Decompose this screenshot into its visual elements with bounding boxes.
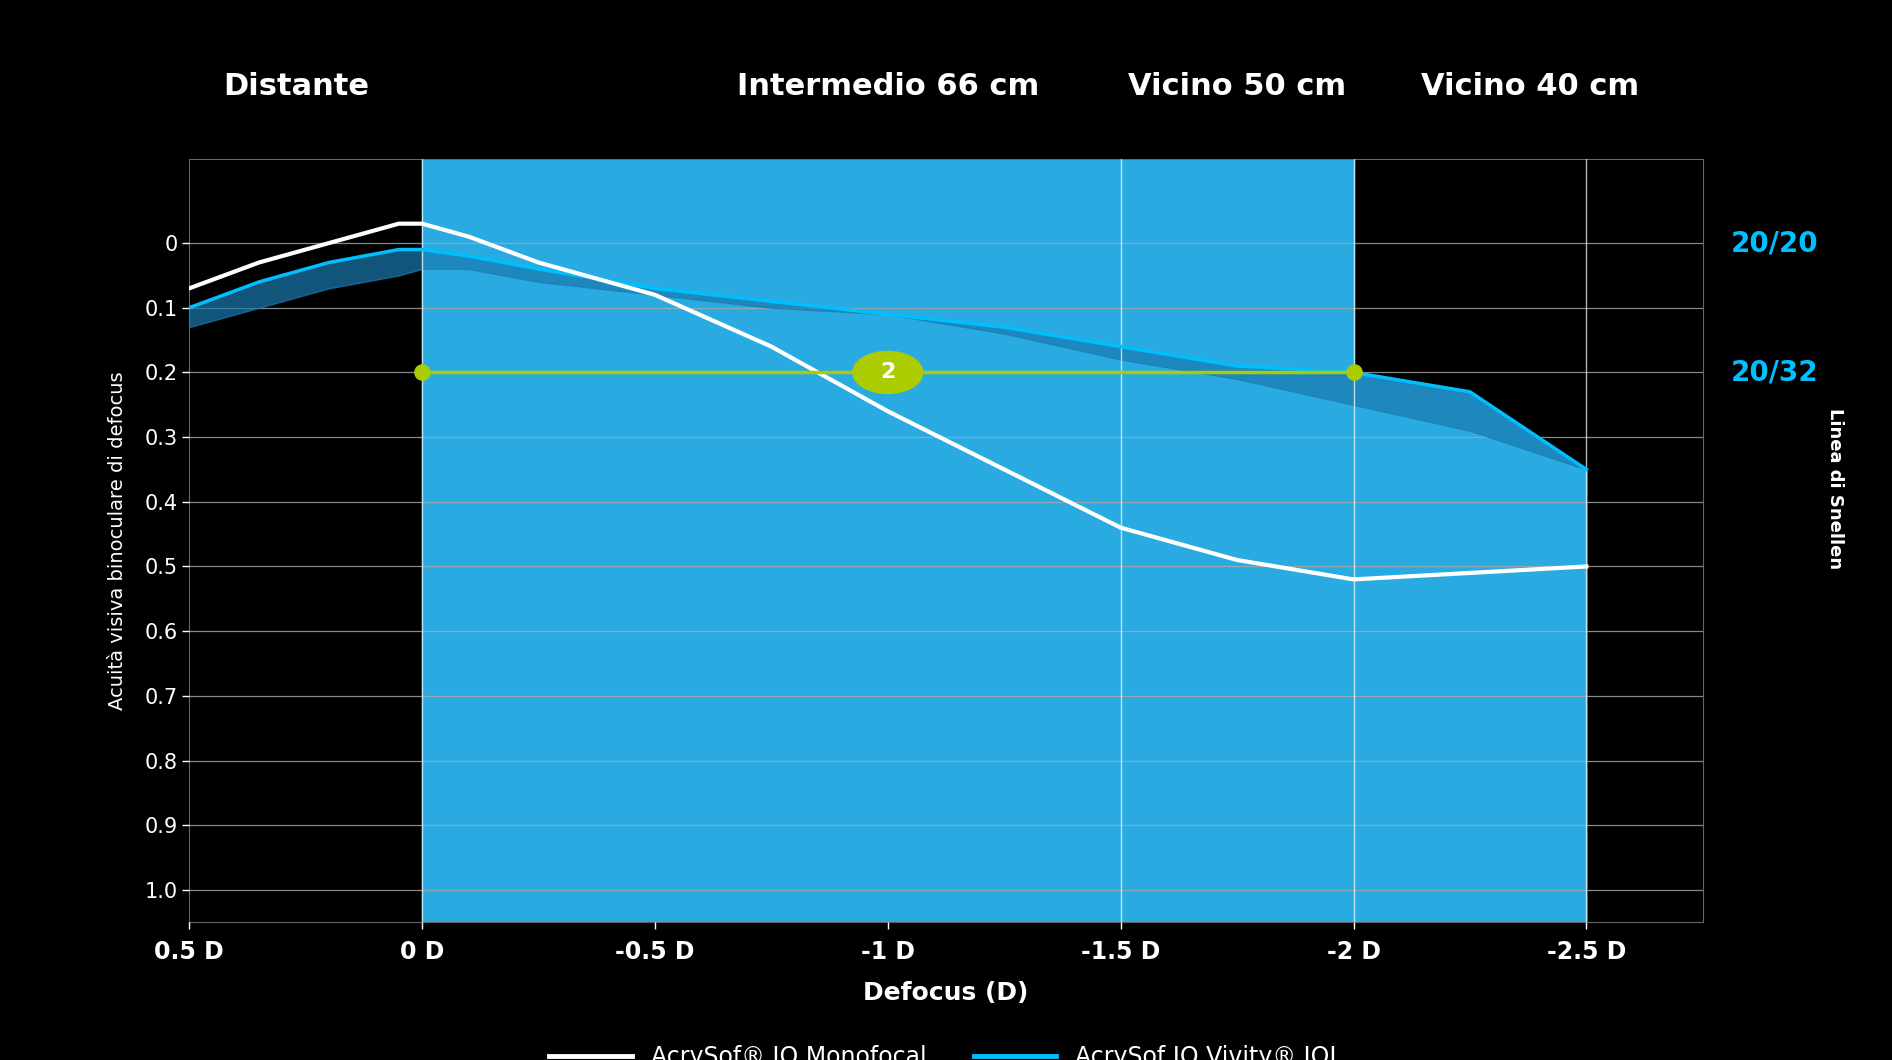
Y-axis label: Acuità visiva binoculare di defocus: Acuità visiva binoculare di defocus xyxy=(108,371,127,710)
Text: Distante: Distante xyxy=(223,72,369,101)
X-axis label: Defocus (D): Defocus (D) xyxy=(863,980,1029,1005)
Text: Intermedio 66 cm: Intermedio 66 cm xyxy=(736,72,1039,101)
Text: Vicino 40 cm: Vicino 40 cm xyxy=(1421,72,1640,101)
Text: 20/20: 20/20 xyxy=(1731,229,1818,258)
Text: 20/32: 20/32 xyxy=(1731,358,1818,387)
Text: 2: 2 xyxy=(880,363,895,383)
Ellipse shape xyxy=(853,352,923,393)
Text: Vicino 50 cm: Vicino 50 cm xyxy=(1128,72,1345,101)
Text: Linea di Snellen: Linea di Snellen xyxy=(1826,408,1845,569)
Bar xyxy=(422,159,1353,922)
Legend: AcrySof® IQ Monofocal, AcrySof IQ Vivity® IOL: AcrySof® IQ Monofocal, AcrySof IQ Vivity… xyxy=(539,1036,1353,1060)
